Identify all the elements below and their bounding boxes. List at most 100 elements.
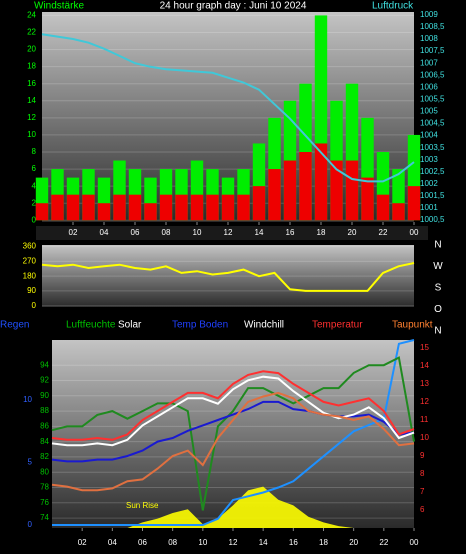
y3-tick-label: 0 [28,520,33,529]
line [41,33,415,183]
compass-label: N [434,240,441,251]
y-tick-label: 86 [40,421,49,430]
annotation: Sun Rise [126,501,159,510]
y-tick-label: 74 [40,513,49,522]
y-tick-label: 20 [27,45,36,54]
x-tick-label: 16 [286,228,295,237]
line [52,339,415,526]
y-tick-label: 0 [32,215,37,224]
y2-tick-label: 1007 [420,58,438,67]
y2-tick-label: 15 [420,343,429,352]
y2-tick-label: 6 [420,505,425,514]
bar [159,194,173,221]
bar [330,160,343,221]
y2-tick-label: 1004,5 [420,119,445,128]
bar [175,194,188,221]
x-tick-label: 00 [410,228,419,237]
y-tick-label: 0 [32,301,37,310]
y-tick-label: 270 [23,257,37,266]
y-tick-label: 180 [23,271,37,280]
x-tick-label: 04 [100,228,109,237]
compass-label: N [434,326,441,337]
y2-tick-label: 1006,5 [420,70,445,79]
x-tick-label: 00 [410,538,419,547]
line [51,391,415,492]
y-tick-label: 24 [27,11,36,20]
bar [144,203,157,221]
bar [82,194,95,221]
legend-label: Windchill [244,320,284,331]
bar [314,143,328,221]
y2-tick-label: 1001 [420,203,438,212]
y2-tick-label: 1002 [420,179,438,188]
bar [407,186,421,221]
chart-title: 24 hour graph day : Juni 10 2024 [160,1,307,12]
bar [237,194,250,221]
y2-tick-label: 1007,5 [420,46,445,55]
x-tick-label: 18 [319,538,328,547]
x-tick-label: 22 [379,228,388,237]
bar [206,194,219,221]
y3-tick-label: 5 [28,458,33,467]
y-axis-label: Windstärke [34,1,84,12]
bar [283,160,297,221]
bar [268,169,281,221]
x-tick-label: 02 [69,228,78,237]
x-tick-label: 14 [255,228,264,237]
y-tick-label: 4 [32,181,37,190]
y3-tick-label: 10 [23,395,32,404]
plot-area [52,340,414,528]
x-tick-label: 10 [198,538,207,547]
x-tick-label: 18 [317,228,326,237]
x-tick-label: 20 [349,538,358,547]
y2-tick-label: 1004 [420,131,438,140]
y2-tick-label: 14 [420,361,429,370]
y2-tick-label: 11 [420,415,429,424]
y-tick-label: 80 [40,467,49,476]
compass-label: S [435,283,442,294]
x-tick-label: 06 [138,538,147,547]
y-tick-label: 18 [27,62,36,71]
bar [51,194,64,221]
x-tick-label: 14 [259,538,268,547]
x-tick-label: 16 [289,538,298,547]
x-tick-label: 08 [162,228,171,237]
x-tick-label: 06 [131,228,140,237]
x-tick-label: 10 [193,228,202,237]
y2-tick-label: 7 [420,487,425,496]
bar [299,152,312,221]
compass-label: O [434,304,442,315]
bar [97,203,111,221]
y-tick-label: 6 [32,164,37,173]
y-tick-label: 84 [40,437,49,446]
bar [221,194,235,221]
y-tick-label: 14 [27,96,36,105]
compass-label: W [433,261,443,272]
y-tick-label: 78 [40,483,49,492]
area [52,486,414,528]
marks: 0246810121416182022241000,510011001,5100… [0,10,445,547]
y2-tick-label: 1009 [420,10,438,19]
legend-label: Regen [0,320,29,331]
bar [361,177,374,221]
y2-tick-label: 13 [420,379,429,388]
bar [392,203,405,221]
legend-label: Temp Boden [172,320,228,331]
bar [66,194,80,221]
y-tick-label: 94 [40,360,49,369]
y-tick-label: 76 [40,498,49,507]
y2-tick-label: 1000,5 [420,215,445,224]
x-tick-label: 04 [108,538,117,547]
bar [113,194,126,221]
bar [190,194,204,221]
legend-label: Taupunkt [392,320,433,331]
y-tick-label: 10 [27,130,36,139]
y-tick-label: 90 [27,286,36,295]
y2-tick-label: 9 [420,451,425,460]
y2-tick-label: 12 [420,397,429,406]
legend-label: Luftfeuchte [66,320,116,331]
y-tick-label: 8 [32,147,37,156]
y2-tick-label: 1008 [420,34,438,43]
x-tick-label: 12 [229,538,238,547]
y2-tick-label: 1006 [420,82,438,91]
